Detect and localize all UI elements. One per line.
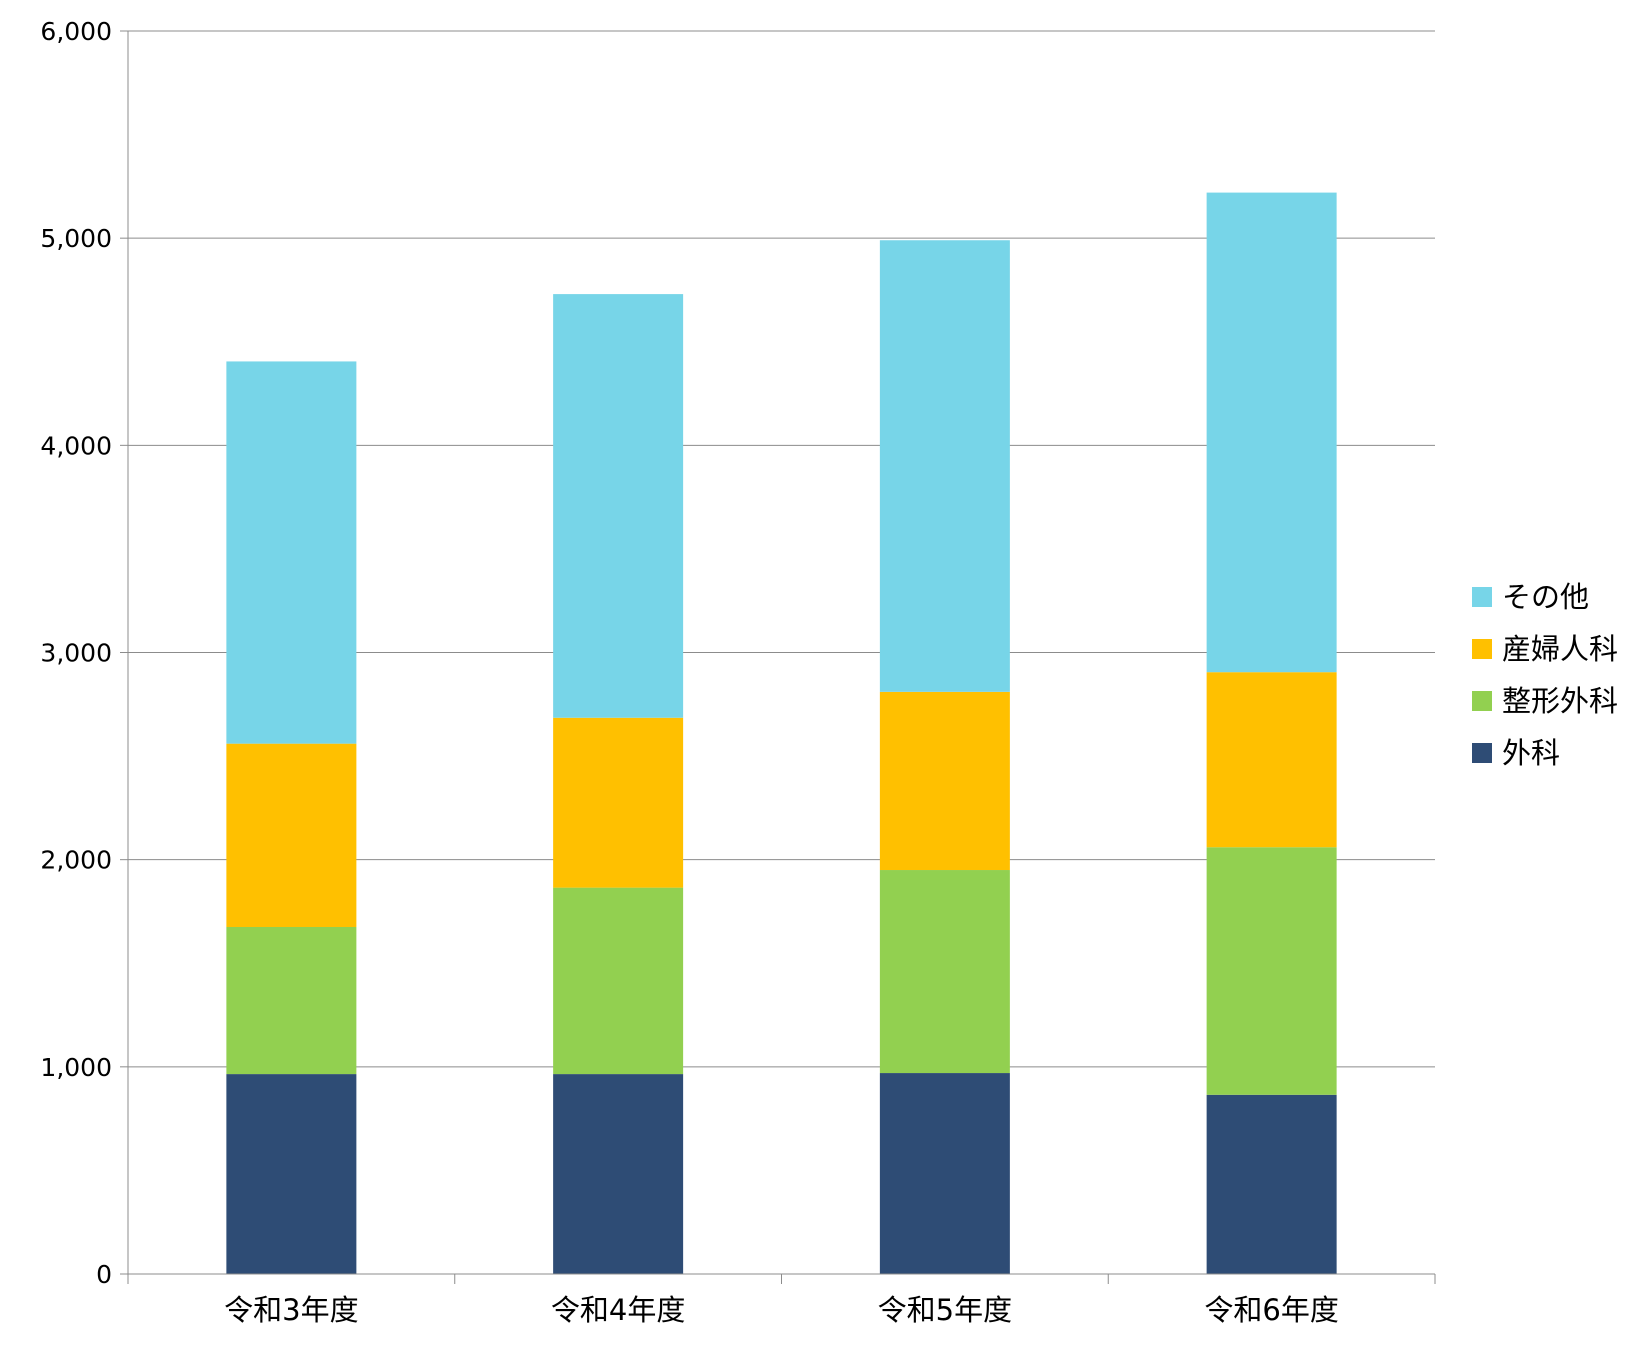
legend-label: 外科 — [1502, 736, 1560, 770]
bar-segment — [1206, 192, 1337, 673]
bars — [226, 192, 1337, 1274]
x-category-label: 令和6年度 — [1204, 1293, 1338, 1327]
y-tick-label: 5,000 — [40, 224, 112, 253]
bar-segment — [553, 887, 684, 1075]
y-tick-label: 1,000 — [40, 1053, 112, 1082]
legend-label: その他 — [1502, 580, 1589, 614]
y-tick-label: 0 — [96, 1260, 112, 1289]
axes: 0 1,000 2,000 3,000 4,000 5,000 6,000 令和3年度 令和4年… — [40, 17, 1436, 1327]
bar-segment — [553, 1074, 684, 1274]
bar-segment — [226, 361, 357, 744]
bar-segment — [1206, 847, 1337, 1095]
x-category-label: 令和5年度 — [878, 1293, 1012, 1327]
bar-segment — [226, 1074, 357, 1274]
legend-label: 整形外科 — [1502, 684, 1618, 718]
bar-segment — [226, 926, 357, 1075]
y-tick-label: 3,000 — [40, 639, 112, 668]
bar-segment — [879, 870, 1010, 1074]
bar-segment — [1206, 672, 1337, 848]
x-category-label: 令和3年度 — [224, 1293, 358, 1327]
bar-segment — [226, 743, 357, 927]
bar-segment — [1206, 1094, 1337, 1274]
bar-segment — [879, 1073, 1010, 1274]
legend-swatch — [1472, 743, 1492, 763]
legend-swatch — [1472, 639, 1492, 659]
y-tick-label: 4,000 — [40, 431, 112, 460]
bar-segment — [553, 717, 684, 888]
y-tick-label: 6,000 — [40, 17, 112, 46]
legend-swatch — [1472, 587, 1492, 607]
bar-segment — [553, 294, 684, 718]
x-category-label: 令和4年度 — [551, 1293, 685, 1327]
legend-swatch — [1472, 691, 1492, 711]
y-tick-label: 2,000 — [40, 846, 112, 875]
bar-segment — [879, 691, 1010, 871]
bar-segment — [879, 240, 1010, 692]
legend-label: 産婦人科 — [1502, 632, 1618, 666]
